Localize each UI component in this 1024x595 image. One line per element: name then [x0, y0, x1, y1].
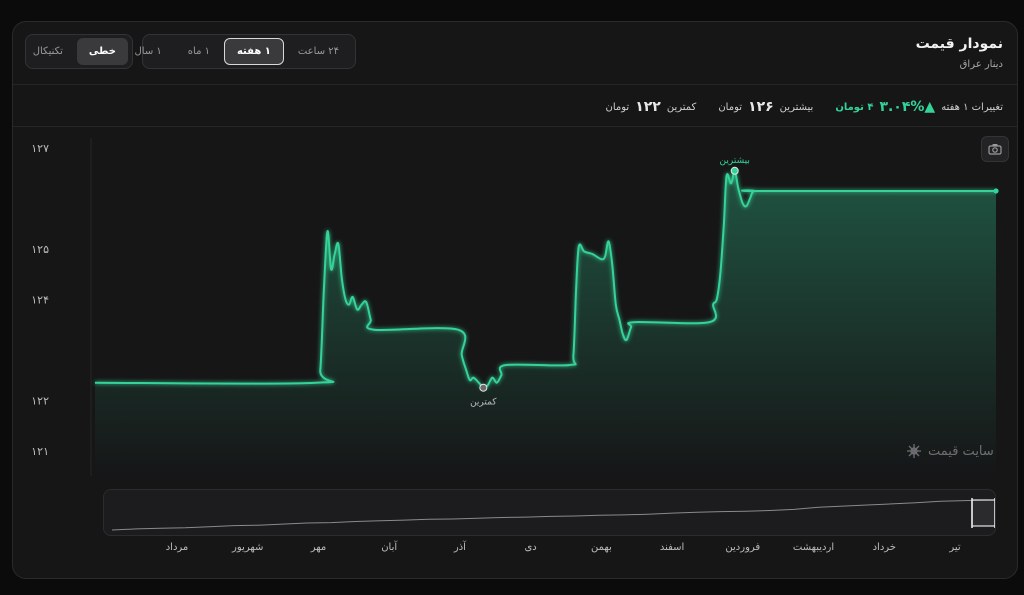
x-axis-month-label: آذر: [453, 542, 466, 553]
x-axis-month-label: اسفند: [659, 542, 685, 553]
y-tick-label: ۱۲۲: [31, 394, 49, 407]
min-value: ۱۲۲: [635, 99, 661, 115]
y-tick-label: ۱۲۴: [31, 293, 49, 306]
x-axis-month-label: شهریور: [232, 542, 264, 553]
tab-1-week[interactable]: ۱ هفته: [223, 38, 284, 65]
change-amount: ۴ تومان: [835, 101, 874, 113]
tab-technical-chart[interactable]: تکنیکال: [32, 46, 63, 57]
x-axis-month-label: فروردین: [725, 542, 761, 553]
camera-icon: [988, 144, 1002, 155]
y-tick-label: ۱۲۵: [31, 243, 49, 256]
stats-bar: تغییرات ۱ هفته ▲۳.۰۴% ۴ تومان بیشترین ۱۲…: [606, 96, 1004, 118]
x-axis-month-label: خرداد: [872, 542, 896, 553]
header-divider: [13, 84, 1017, 85]
watermark-text: سایت قیمت: [928, 443, 994, 459]
price-chart-card: نمودار قیمت دینار عراق ۲۴ ساعت ۱ هفته ۱ …: [12, 21, 1018, 579]
x-axis-month-label: تیر: [949, 542, 961, 553]
y-tick-label: ۱۲۷: [31, 142, 49, 155]
max-unit: تومان: [718, 101, 743, 113]
min-label: کمترین: [666, 101, 697, 113]
navigator-line: [111, 499, 990, 531]
max-point-marker: [730, 166, 739, 175]
min-point-marker: [479, 383, 488, 392]
chart-type-selector: خطی تکنیکال: [25, 34, 133, 69]
min-unit: تومان: [605, 101, 630, 113]
tab-line-chart[interactable]: خطی: [76, 38, 128, 65]
price-line: [94, 169, 996, 389]
min-point-label: کمترین: [470, 398, 497, 408]
site-logo-icon: [907, 444, 921, 458]
chart-title: نمودار قیمت: [915, 36, 1003, 52]
range-navigator[interactable]: [103, 489, 996, 536]
range-selector: ۲۴ ساعت ۱ هفته ۱ ماه ۱ سال: [135, 34, 356, 69]
tab-1-month[interactable]: ۱ ماه: [187, 46, 210, 57]
tab-24-hours[interactable]: ۲۴ ساعت: [297, 46, 339, 57]
site-watermark: سایت قیمت: [906, 443, 994, 459]
price-chart[interactable]: ۱۲۱ ۱۲۲ ۱۲۴ ۱۲۵ ۱۲۷ بیشترین کمترین: [13, 22, 1018, 579]
price-area: [95, 170, 996, 476]
x-axis-month-label: اردیبهشت: [792, 542, 835, 553]
tab-1-year[interactable]: ۱ سال: [134, 46, 162, 57]
max-label: بیشترین: [779, 101, 814, 113]
currency-subtitle: دینار عراق: [959, 59, 1003, 70]
stats-divider: [13, 126, 1017, 127]
max-value: ۱۲۶: [748, 99, 774, 115]
x-axis-month-label: مهر: [310, 542, 327, 553]
last-price-point: [993, 188, 999, 194]
x-axis-month-label: مرداد: [165, 542, 189, 553]
change-percent: ▲۳.۰۴%: [879, 99, 936, 115]
navigator-chart: [111, 498, 996, 531]
max-point-label: بیشترین: [720, 156, 750, 166]
x-axis-month-label: دی: [524, 542, 537, 553]
x-axis-month-label: بهمن: [590, 542, 612, 553]
y-tick-label: ۱۲۱: [31, 445, 49, 458]
x-axis-month-label: آبان: [381, 542, 398, 553]
change-label: تغییرات ۱ هفته: [941, 101, 1003, 113]
navigator-handle[interactable]: [971, 498, 996, 528]
screenshot-button[interactable]: [981, 136, 1009, 162]
